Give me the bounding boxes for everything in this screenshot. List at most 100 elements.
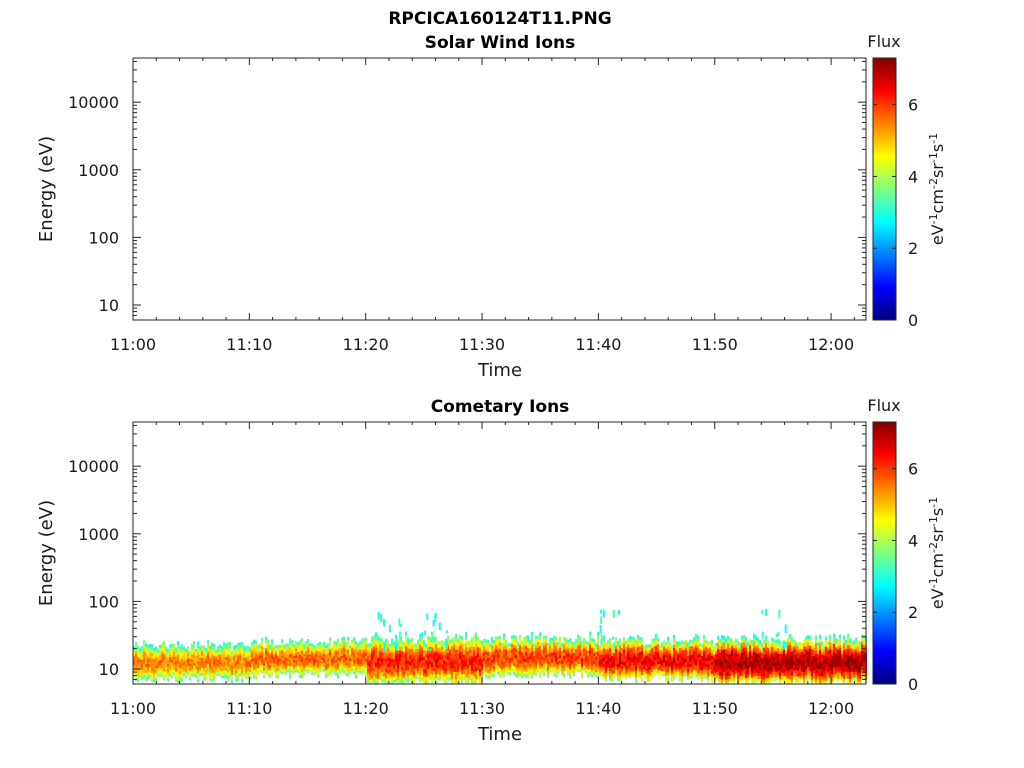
spectrogram-cell xyxy=(859,681,861,685)
spectrogram-cell xyxy=(437,676,439,681)
spectrogram-cell xyxy=(159,647,161,651)
spectrogram-cell xyxy=(467,670,469,675)
spectrogram-cell xyxy=(491,642,493,646)
spectrogram-cell xyxy=(457,642,459,647)
spectrogram-cell xyxy=(783,662,785,667)
spectrogram-cell xyxy=(411,655,413,659)
spectrogram-cell xyxy=(775,651,777,655)
spectrogram-cell xyxy=(453,643,455,648)
spectrogram-cell xyxy=(783,678,785,683)
spectrogram-cell xyxy=(817,642,819,646)
spectrogram-cell xyxy=(609,664,611,668)
spectrogram-cell xyxy=(355,658,357,662)
spectrogram-cell xyxy=(387,676,389,681)
spectrogram-cell xyxy=(233,663,235,667)
spectrogram-cell xyxy=(681,662,683,667)
spectrogram-cell xyxy=(605,645,607,650)
spectrogram-cell xyxy=(531,641,533,646)
spectrogram-cell xyxy=(763,664,765,669)
spectrogram-cell xyxy=(855,677,857,682)
spectrogram-cell xyxy=(459,655,461,660)
spectrogram-cell xyxy=(467,680,469,685)
spectrogram-cell xyxy=(491,650,493,655)
spectrogram-cell xyxy=(591,638,593,642)
spectrogram-cell xyxy=(281,668,283,672)
spectrogram-cell xyxy=(479,661,481,666)
spectrogram-cell xyxy=(477,669,479,674)
spectrogram-cell xyxy=(149,654,151,658)
spectrogram-cell xyxy=(739,650,741,655)
spectrogram-cell xyxy=(473,657,475,662)
spectrogram-cell xyxy=(245,666,247,670)
spectrogram-cell xyxy=(367,646,369,651)
spectrogram-cell xyxy=(681,653,683,657)
spectrogram-cell xyxy=(815,642,817,647)
spectrogram-cell xyxy=(855,652,857,657)
spectrogram-cell xyxy=(569,641,571,645)
spectrogram-cell xyxy=(749,657,751,661)
spectrogram-cell xyxy=(515,645,517,649)
spectrogram-cell xyxy=(749,666,751,671)
spectrogram-cell xyxy=(509,667,511,671)
spectrogram-cell xyxy=(473,672,475,677)
spectrogram-cell xyxy=(777,644,779,649)
spectrogram-cell xyxy=(157,661,159,664)
spectrogram-cell xyxy=(341,668,343,672)
spectrogram-cell xyxy=(635,672,637,677)
spectrogram-cell xyxy=(397,653,399,658)
spectrogram-cell xyxy=(137,662,139,666)
spectrogram-cell xyxy=(817,653,819,658)
spectrogram-cell xyxy=(683,665,685,670)
spectrogram-cell xyxy=(703,653,705,657)
spectrogram-cell xyxy=(235,658,237,663)
spectrogram-cell xyxy=(701,678,703,683)
spectrogram-cell xyxy=(671,656,673,660)
spectrogram-cell xyxy=(739,672,741,676)
spectrogram-cell xyxy=(497,650,499,655)
spectrogram-cell xyxy=(167,658,169,662)
spectrogram-cell xyxy=(815,646,817,651)
spectrogram-cell xyxy=(145,675,147,679)
spectrogram-cell xyxy=(847,652,849,657)
spectrogram-cell xyxy=(683,644,685,648)
spectrogram-cell xyxy=(259,669,261,673)
spectrogram-cell xyxy=(793,652,795,656)
spectrogram-cell xyxy=(137,664,139,669)
spectrogram-cell xyxy=(825,676,827,681)
spectrogram-cell xyxy=(385,681,387,685)
spectrogram-cell xyxy=(669,649,671,653)
spectrogram-cell xyxy=(863,672,865,677)
spectrogram-cell xyxy=(669,672,671,676)
spectrogram-cell xyxy=(149,646,151,650)
spectrogram-cell xyxy=(359,651,361,655)
spectrogram-cell xyxy=(759,657,761,662)
spectrogram-cell xyxy=(527,634,529,639)
spectrogram-cell xyxy=(235,647,237,651)
spectrogram-cell xyxy=(335,667,337,671)
spectrogram-cell xyxy=(463,668,465,672)
spectrogram-cell xyxy=(495,662,497,666)
spectrogram-cell xyxy=(655,662,657,667)
spectrogram-cell xyxy=(273,662,275,666)
spectrogram-cell xyxy=(851,644,853,648)
spectrogram-cell xyxy=(341,645,343,649)
spectrogram-cell xyxy=(805,674,807,679)
spectrogram-cell xyxy=(483,649,485,653)
spectrogram-cell xyxy=(377,674,379,680)
spectrogram-cell xyxy=(803,682,805,685)
spectrogram-cell xyxy=(687,658,689,662)
spectrogram-cell xyxy=(247,672,249,676)
spectrogram-cell xyxy=(767,650,769,655)
spectrogram-cell xyxy=(419,661,421,666)
spectrogram-cell xyxy=(757,653,759,658)
spectrogram-cell xyxy=(181,649,183,654)
spectrogram-cell xyxy=(819,664,821,669)
spectrogram-cell xyxy=(839,653,841,658)
spectrogram-cell xyxy=(345,657,347,661)
spectrogram-cell xyxy=(763,661,765,666)
spectrogram-cell xyxy=(405,677,407,682)
spectrogram-cell xyxy=(481,646,483,651)
spectrogram-cell xyxy=(675,643,677,647)
spectrogram-cell xyxy=(577,640,579,644)
spectrogram-cell xyxy=(289,647,291,652)
